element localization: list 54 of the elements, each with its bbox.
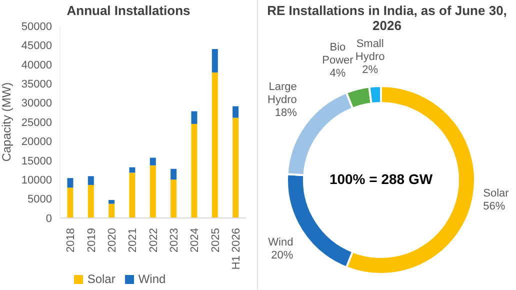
legend-label: Solar [87,272,116,286]
slice-label: Large Hydro [268,80,297,106]
y-tick-label: 50000 [21,20,52,33]
chart-title: RE Installations in India, as of June 30, 2026 [266,2,508,33]
y-tick-label: 45000 [21,40,52,52]
y-tick-label: 35000 [21,78,52,91]
y-tick-label: 30000 [21,98,52,110]
data-label: 18% [274,106,298,119]
slice-label: Solar [483,187,510,200]
bar [108,200,115,204]
bar [150,158,156,166]
data-label: 2% [362,64,378,76]
slice-label: Small Hydro [355,38,385,64]
y-tick-label: 15000 [21,155,52,168]
bar [67,178,74,188]
chart-title: Annual Installations [66,2,192,18]
y-axis-title: Capacity (MW) [0,82,14,162]
bar [191,124,198,218]
x-tick-label: 2024 [189,228,202,252]
x-tick-label: 2021 [127,228,140,252]
y-tick-label: 40000 [21,59,52,72]
x-tick-label: 2022 [148,228,160,252]
bar [88,176,94,185]
data-label: 20% [271,250,294,262]
bar [212,49,218,72]
bar [232,106,239,118]
x-tick-label: 2025 [210,228,222,252]
bar [88,184,94,218]
x-tick-label: 2023 [168,228,180,252]
slice-label: Wind [268,236,294,249]
bar [129,167,136,173]
bar [212,72,218,218]
y-tick-label: 0 [46,212,52,225]
bar [191,111,198,124]
data-label: 56% [483,200,506,212]
bar [232,118,239,218]
bar [170,180,177,218]
y-tick-label: 20000 [21,136,52,148]
text: 100% = 288 GW [328,171,434,187]
data-label: 4% [330,67,346,80]
y-tick-label: 25000 [21,116,52,129]
slice-label: Bio Power [322,41,354,66]
bar [108,204,115,218]
bar [129,172,136,218]
bar [150,165,156,218]
x-tick-label: 2020 [106,228,118,252]
y-tick-label: 10000 [21,174,52,187]
x-tick-label: H1 2026 [230,228,242,270]
x-tick-label: 2019 [86,228,98,252]
bar [67,188,74,218]
bar [170,168,177,180]
legend-label: Wind [138,272,166,286]
y-tick-label: 5000 [28,194,52,206]
x-tick-label: 2018 [65,228,78,252]
